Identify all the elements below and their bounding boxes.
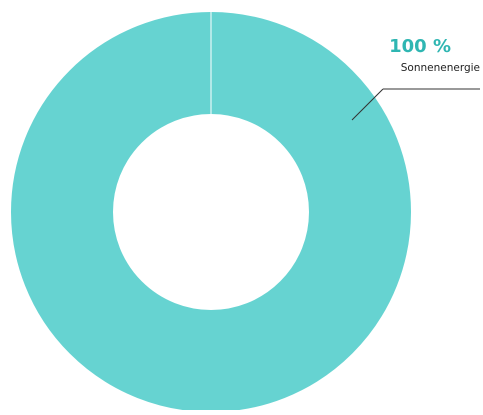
slices-layer — [11, 12, 411, 412]
slice-value-label: 100 % — [389, 36, 451, 57]
slice-name-label: Sonnenenergie — [401, 62, 480, 74]
leader-line — [351, 88, 384, 121]
labels-layer: 100 % Sonnenenergie — [351, 36, 480, 121]
